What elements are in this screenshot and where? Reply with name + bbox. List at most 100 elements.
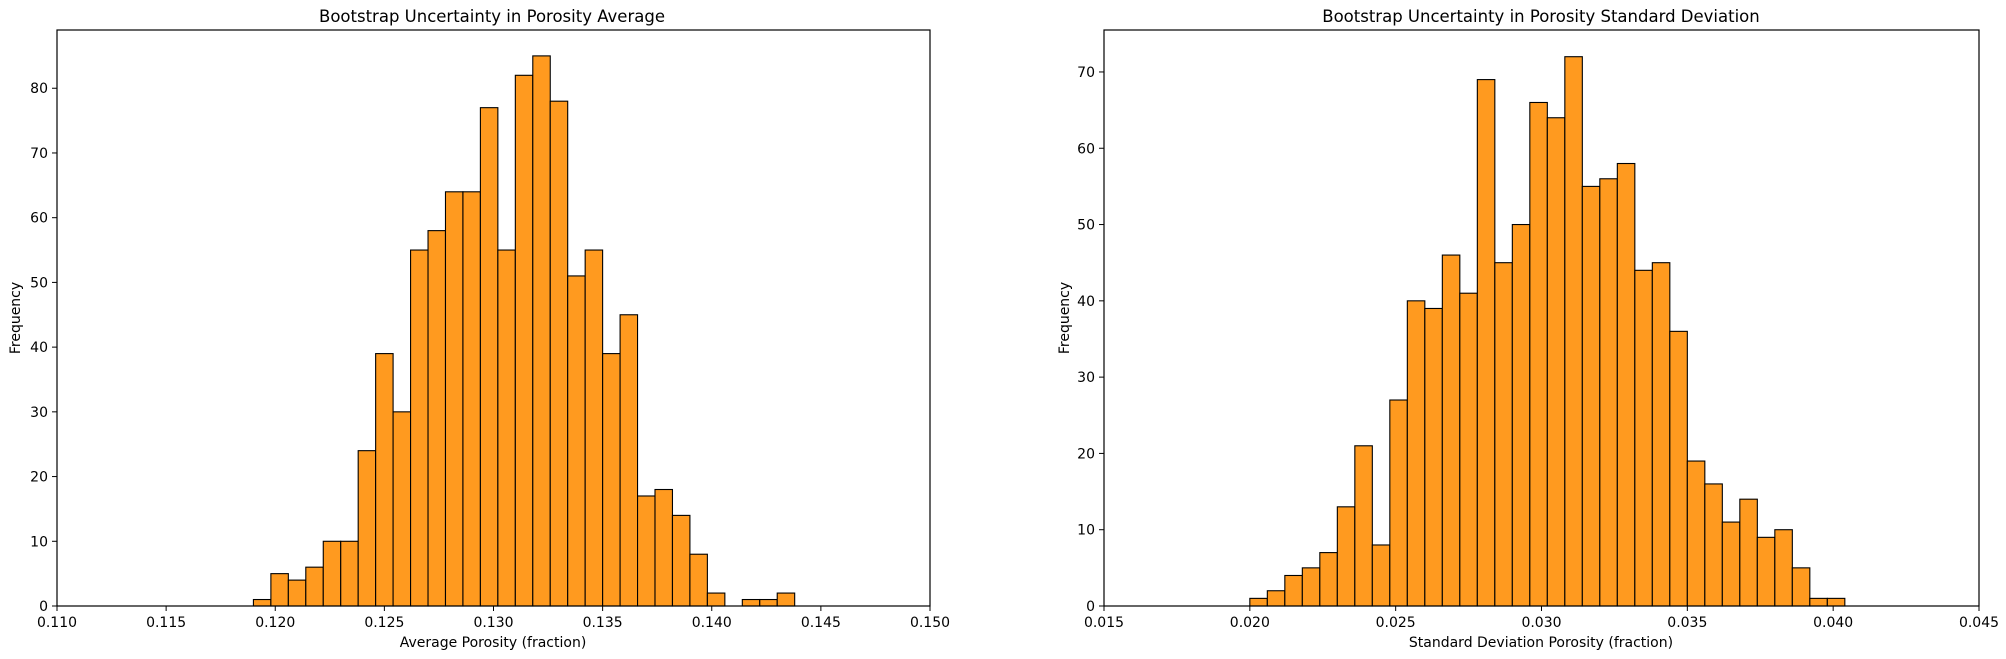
y-tick-label: 0 <box>39 599 48 615</box>
histogram-bar <box>1634 269 1653 607</box>
histogram-bars <box>252 55 796 607</box>
x-tick-label: 0.125 <box>364 615 404 631</box>
histogram-bar <box>1511 223 1531 607</box>
histogram-bar <box>1529 101 1548 607</box>
y-tick-label: 80 <box>30 81 48 97</box>
histogram-bar <box>741 598 761 607</box>
histogram-bar <box>444 191 464 607</box>
histogram-bar <box>410 249 429 607</box>
histogram-bar <box>549 100 569 607</box>
histogram-bar <box>532 55 551 607</box>
histogram-bar <box>497 249 516 607</box>
x-tick-label: 0.135 <box>583 615 623 631</box>
histogram-bar <box>1371 544 1391 607</box>
y-tick-label: 20 <box>30 470 48 486</box>
histogram-bar <box>1669 330 1688 607</box>
histogram-bar <box>619 314 639 607</box>
histogram-bar <box>1336 506 1356 607</box>
x-axis-ticks: 0.110 0.115 0.120 0.125 0.130 0.135 0.140 0.145… <box>37 606 950 631</box>
x-tick-label: 0.030 <box>1521 615 1561 631</box>
y-tick-label: 60 <box>30 211 48 227</box>
x-tick-label: 0.120 <box>255 615 295 631</box>
histogram-bar <box>1616 162 1636 607</box>
y-axis-ticks: 0 10 20 30 40 50 60 70 <box>1077 65 1104 615</box>
histogram-bar <box>1406 300 1426 607</box>
histogram-bar <box>1249 597 1268 607</box>
y-tick-label: 20 <box>1077 446 1095 462</box>
histogram-bar <box>1389 399 1408 607</box>
histogram-bar <box>636 495 656 607</box>
histogram-bar <box>654 488 674 607</box>
histogram-bar <box>514 74 534 607</box>
histogram-bar <box>1756 536 1776 607</box>
y-tick-label: 10 <box>30 534 48 550</box>
x-tick-label: 0.045 <box>1959 615 1999 631</box>
histogram-bar <box>1476 79 1496 607</box>
y-tick-label: 60 <box>1077 141 1095 157</box>
chart-title: Bootstrap Uncertainty in Porosity Averag… <box>319 7 665 26</box>
histogram-bar <box>584 249 604 607</box>
y-tick-label: 10 <box>1077 523 1095 539</box>
x-tick-label: 0.035 <box>1667 615 1707 631</box>
histogram-bar <box>322 540 342 607</box>
histogram-bar <box>1284 574 1303 607</box>
histogram-bar <box>357 450 377 607</box>
y-tick-label: 0 <box>1086 599 1095 615</box>
y-tick-label: 70 <box>30 146 48 162</box>
histogram-bar <box>1686 460 1706 607</box>
y-axis-label: Frequency <box>8 282 24 354</box>
histogram-bar <box>1826 597 1846 607</box>
std-porosity-histogram: Bootstrap Uncertainty in Porosity Standa… <box>1057 7 1999 651</box>
y-axis-label: Frequency <box>1057 282 1073 354</box>
y-axis-ticks: 0 10 20 30 40 50 60 70 80 <box>30 81 57 615</box>
histogram-bar <box>1319 552 1338 607</box>
histogram-bar <box>1809 597 1828 607</box>
histogram-bar <box>252 598 272 607</box>
histogram-bar <box>1791 567 1811 607</box>
histogram-bar <box>462 191 481 607</box>
x-axis-label: Average Porosity (fraction) <box>400 635 587 651</box>
y-tick-label: 70 <box>1077 65 1095 81</box>
histogram-bar <box>1494 262 1513 607</box>
histogram-bar <box>1266 590 1286 607</box>
histogram-bar <box>305 566 324 607</box>
histogram-bar <box>392 411 412 607</box>
histogram-bar <box>1441 254 1461 607</box>
histogram-bar <box>1564 56 1583 607</box>
chart-title: Bootstrap Uncertainty in Porosity Standa… <box>1322 7 1759 26</box>
histogram-bar <box>706 592 726 607</box>
histogram-bar <box>287 579 307 607</box>
y-tick-label: 50 <box>1077 218 1095 234</box>
y-tick-label: 30 <box>30 405 48 421</box>
x-tick-label: 0.040 <box>1813 615 1853 631</box>
histogram-bar <box>1721 521 1741 607</box>
histogram-bar <box>479 107 499 607</box>
x-tick-label: 0.020 <box>1230 615 1270 631</box>
histogram-bar <box>1704 483 1723 607</box>
x-tick-label: 0.130 <box>473 615 513 631</box>
histogram-bars <box>1249 56 1846 607</box>
histogram-bar <box>340 540 359 607</box>
y-tick-label: 30 <box>1077 370 1095 386</box>
histogram-bar <box>602 353 621 607</box>
histogram-bar <box>1739 498 1758 607</box>
x-tick-label: 0.150 <box>910 615 950 631</box>
histogram-bar <box>1354 445 1373 607</box>
average-porosity-histogram: Bootstrap Uncertainty in Porosity Averag… <box>8 7 950 651</box>
histogram-bar <box>567 275 586 607</box>
y-tick-label: 40 <box>1077 294 1095 310</box>
histogram-bar <box>1774 529 1793 607</box>
x-tick-label: 0.115 <box>146 615 186 631</box>
histogram-bar <box>375 353 394 607</box>
histogram-bar <box>759 598 778 607</box>
histogram-bar <box>270 573 289 607</box>
x-tick-label: 0.140 <box>692 615 732 631</box>
histogram-bar <box>1581 185 1601 607</box>
x-tick-label: 0.015 <box>1084 615 1124 631</box>
x-tick-label: 0.025 <box>1376 615 1416 631</box>
histogram-bar <box>776 592 796 607</box>
x-tick-label: 0.110 <box>37 615 77 631</box>
histogram-bar <box>427 230 447 607</box>
histogram-bar <box>689 553 708 607</box>
